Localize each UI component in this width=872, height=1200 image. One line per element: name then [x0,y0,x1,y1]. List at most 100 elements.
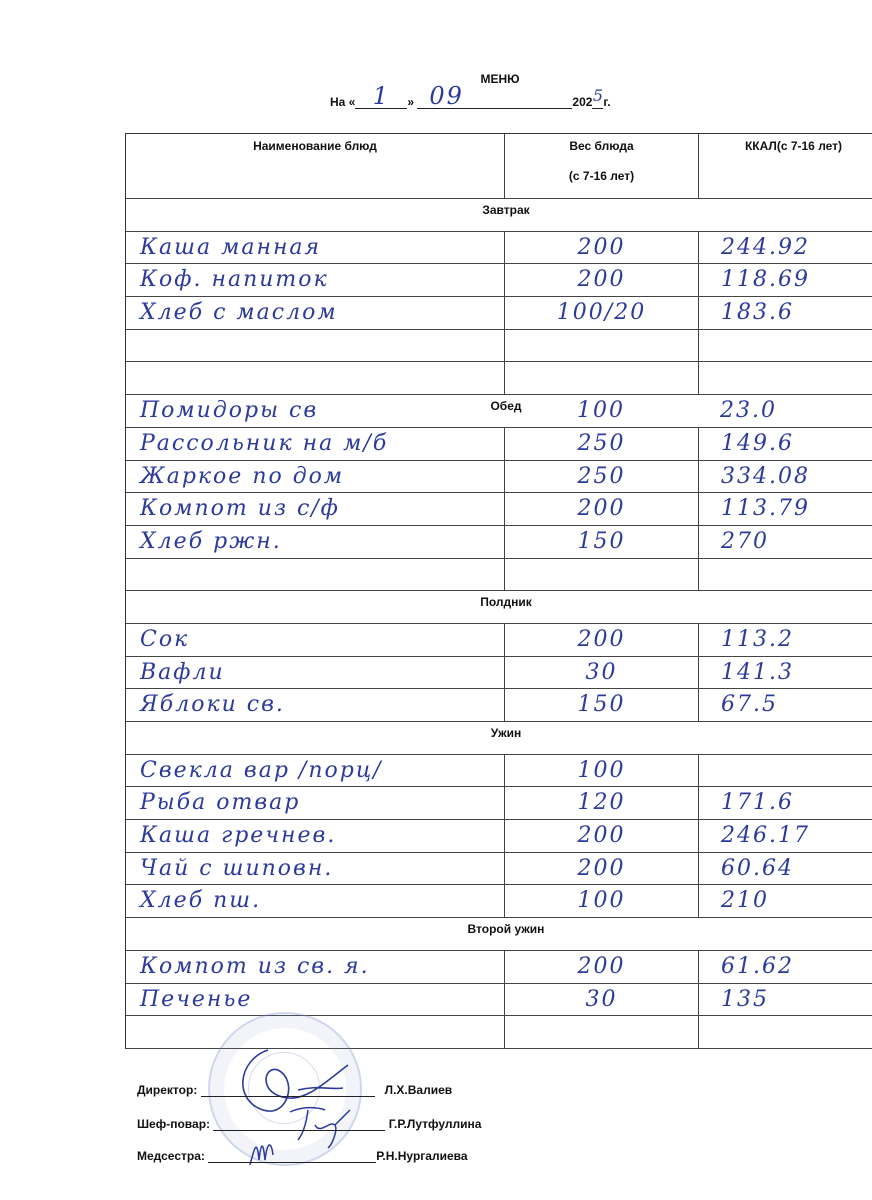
table-row: Хлеб с маслом 100/20 183.6 [126,297,872,330]
section-row: Полдник [126,591,872,624]
dish-weight: 200 [504,493,698,525]
table-row: Чай с шиповн. 200 60.64 [126,852,872,886]
table-row [126,329,872,363]
dish-name: Вафли [140,659,225,685]
dish-weight [504,591,698,623]
section-label: Второй ужин [467,922,545,937]
section-label: Обед [490,399,522,414]
dish-kcal [698,1016,872,1048]
dish-name: Свекла вар /порц/ [140,757,383,783]
table-row [126,558,872,592]
dish-kcal: 210 [698,885,872,918]
dish-name: Каша гречнев. [140,823,337,849]
dish-kcal [698,199,872,231]
dish-name [126,591,504,623]
dish-weight: 120 [504,787,698,820]
dish-weight: 100 [504,885,698,918]
table-row: Рыба отвар 120 171.6 [126,787,872,821]
director-signature [242,1049,349,1112]
section-row: Обед Помидоры св 100 23.0 [126,395,872,428]
director-line: Директор: Л.Х.Валиев [137,1083,453,1097]
table-row: Хлеб пш. 100 210 [126,885,872,919]
dish-weight: 150 [504,689,698,721]
dish-weight: 200 [504,820,698,852]
dish-weight [504,329,698,362]
dish-name: Чай с шиповн. [140,855,334,881]
dish-kcal: 244.92 [698,231,872,264]
day-value: 1 [372,82,390,110]
table-row: Яблоки св. 150 67.5 [126,689,872,722]
dish-kcal: 118.69 [698,264,872,297]
dish-kcal: 113.79 [698,493,872,525]
dish-kcal: 113.2 [698,623,872,656]
dish-weight [504,918,698,950]
month-value: 09 [429,82,464,110]
table-row: Жаркое по дом 250 334.08 [126,460,872,494]
dish-weight: 200 [504,950,698,983]
page-title: МЕНЮ [480,72,520,86]
table-row: Вафли 30 141.3 [126,656,872,690]
dish-weight [504,362,698,395]
dish-weight: 200 [504,264,698,297]
date-prefix: На « [330,95,356,109]
dish-weight: 30 [504,656,698,689]
dish-name: Компот из с/ф [140,496,340,522]
director-name: Л.Х.Валиев [384,1083,453,1097]
dish-weight [504,722,698,754]
dish-weight [504,1016,698,1048]
dish-weight: 200 [504,852,698,885]
table-header: Наименование блюд Вес блюда (с 7-16 лет) … [126,134,872,199]
nurse-signature [249,1144,274,1166]
dish-kcal: 270 [698,525,872,558]
table-row [126,1016,872,1049]
dish-weight: 30 [504,983,698,1016]
dish-name: Помидоры св [140,398,319,424]
dish-kcal [698,754,872,787]
table-row: Свекла вар /порц/100 [126,754,872,788]
year-suffix: г. [603,95,611,109]
table-row: Компот из св. я. 200 61.62 [126,950,872,984]
dish-weight [504,199,698,231]
table-row: Сок 200 113.2 [126,623,872,657]
dish-kcal [698,591,872,623]
day-field: 1 [355,84,408,109]
dish-weight: 100/20 [504,297,698,329]
dish-kcal: 67.5 [698,689,872,721]
section-label: Полдник [480,595,532,610]
dish-weight: 200 [504,623,698,656]
dish-kcal: 141.3 [698,656,872,689]
dish-name: Печенье [140,986,253,1012]
month-field: 09 [417,84,573,109]
dish-kcal: 61.62 [698,950,872,983]
dish-weight: 100 [504,754,698,787]
dish-kcal [698,362,872,395]
section-row: Второй ужин [126,918,872,951]
section-row: Ужин [126,722,872,755]
dish-name: Хлеб пш. [140,888,262,914]
dish-name: Рыба отвар [140,790,301,816]
section-label: Завтрак [482,203,530,217]
dish-kcal [698,329,872,362]
dish-name: Хлеб ржн. [140,528,282,554]
date-line: На « 1 » 09 2025г. [330,84,611,109]
column-header-weight: Вес блюда (с 7-16 лет) [504,134,698,198]
dish-weight: 200 [504,231,698,264]
dish-weight: 250 [504,427,698,460]
menu-table: Наименование блюд Вес блюда (с 7-16 лет) … [125,133,872,1049]
dish-name: Каша манная [140,234,322,260]
year-digit: 5 [592,86,604,105]
dish-name [126,559,504,591]
dish-kcal [698,558,872,591]
table-row: Коф. напиток 200 118.69 [126,264,872,298]
dish-name [126,362,504,394]
dish-kcal: 246.17 [698,820,872,852]
dish-weight [504,558,698,591]
dish-kcal: 135 [698,983,872,1016]
nurse-line: Медсестра: Р.Н.Нургалиева [137,1149,468,1163]
section-label: Ужин [490,726,522,740]
table-row: Каша гречнев. 200 246.17 [126,820,872,853]
table-row: Каша манная 200 244.92 [126,231,872,265]
dish-name [126,330,504,362]
dish-name [126,918,504,950]
dish-name: Хлеб с маслом [140,300,338,326]
